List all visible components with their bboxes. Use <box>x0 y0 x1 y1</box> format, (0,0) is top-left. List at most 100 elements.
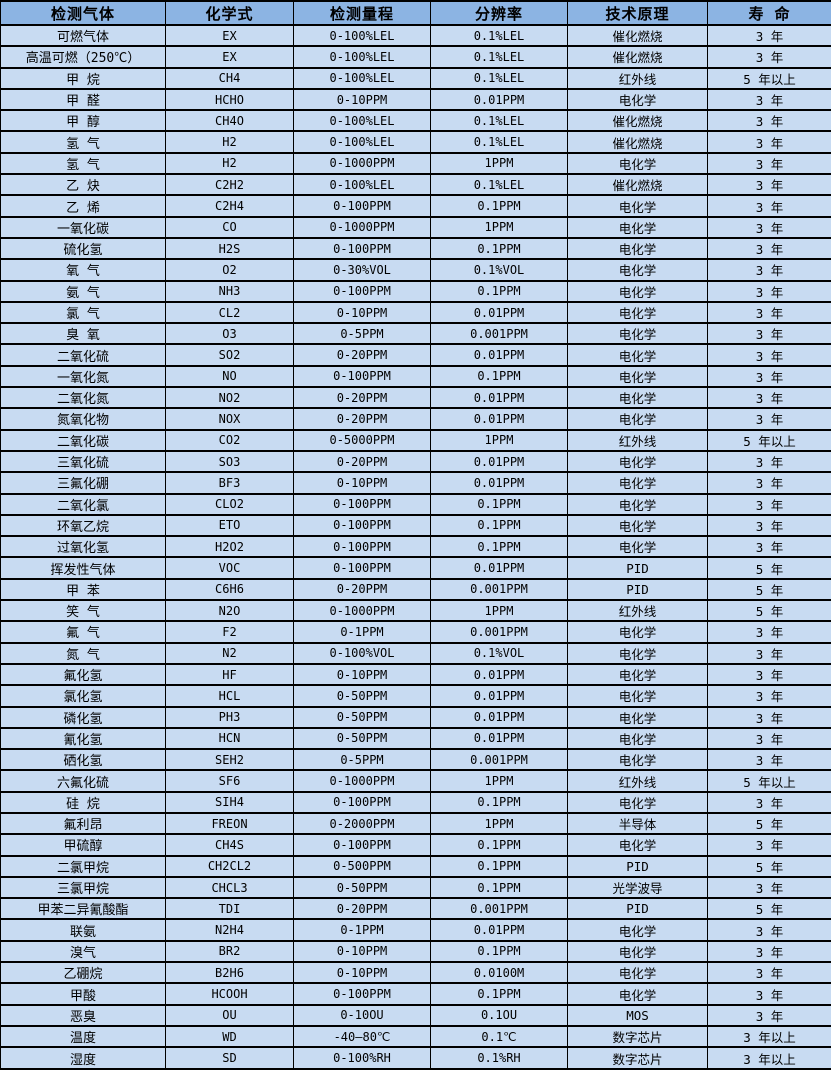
cell-range: 0-20PPM <box>293 449 431 474</box>
cell-lifetime: 3 年 <box>707 45 831 69</box>
cell-resolution: 1PPM <box>430 811 568 836</box>
header-cell-principle: 技术原理 <box>567 0 708 26</box>
cell-lifetime: 5 年 <box>707 854 831 878</box>
table-row: 二氯甲烷 CH2CL2 0-500PPM 0.1PPM PID 5 年 <box>0 854 831 878</box>
cell-gas: 联氨 <box>0 918 166 942</box>
cell-lifetime: 5 年 <box>707 897 831 921</box>
cell-principle: 电化学 <box>567 662 708 687</box>
cell-principle: 催化燃烧 <box>567 45 708 69</box>
table-row: 氟利昂 FREON 0-2000PPM 1PPM 半导体 5 年 <box>0 811 831 836</box>
cell-lifetime: 3 年 <box>707 662 831 687</box>
cell-resolution: 0.1PPM <box>430 492 568 516</box>
cell-gas: 二氧化碳 <box>0 428 166 452</box>
cell-principle: 催化燃烧 <box>567 173 708 197</box>
cell-lifetime: 3 年 <box>707 1003 831 1027</box>
table-row: 甲 醛 HCHO 0-10PPM 0.01PPM 电化学 3 年 <box>0 87 831 112</box>
cell-lifetime: 3 年 <box>707 87 831 112</box>
cell-range: 0-10PPM <box>293 87 431 112</box>
cell-gas: 高温可燃（250℃） <box>0 45 166 69</box>
cell-resolution: 0.1PPM <box>430 854 568 878</box>
cell-principle: PID <box>567 577 708 602</box>
cell-principle: PID <box>567 897 708 921</box>
cell-lifetime: 3 年 <box>707 343 831 367</box>
cell-formula: HCN <box>165 726 294 751</box>
cell-formula: PH3 <box>165 705 294 729</box>
cell-gas: 环氧乙烷 <box>0 513 166 538</box>
cell-gas: 甲 烷 <box>0 66 166 90</box>
cell-gas: 磷化氢 <box>0 705 166 729</box>
cell-range: 0-1PPM <box>293 918 431 942</box>
cell-gas: 氟利昂 <box>0 811 166 836</box>
cell-range: 0-10PPM <box>293 471 431 495</box>
cell-range: 0-1000PPM <box>293 599 431 623</box>
cell-gas: 硫化氢 <box>0 236 166 261</box>
cell-gas: 氢 气 <box>0 151 166 176</box>
cell-resolution: 0.1%LEL <box>430 66 568 90</box>
cell-gas: 恶臭 <box>0 1003 166 1027</box>
cell-principle: 电化学 <box>567 279 708 303</box>
cell-principle: 电化学 <box>567 705 708 729</box>
cell-range: 0-5000PPM <box>293 428 431 452</box>
cell-range: 0-5PPM <box>293 748 431 772</box>
cell-gas: 一氧化碳 <box>0 215 166 239</box>
cell-range: 0-100%RH <box>293 1046 431 1070</box>
cell-gas: 氯 气 <box>0 300 166 325</box>
table-row: 臭 氧 O3 0-5PPM 0.001PPM 电化学 3 年 <box>0 322 831 346</box>
cell-resolution: 0.1PPM <box>430 236 568 261</box>
cell-range: 0-100%VOL <box>293 641 431 665</box>
cell-resolution: 0.01PPM <box>430 343 568 367</box>
cell-gas: 氮 气 <box>0 641 166 665</box>
cell-resolution: 0.1%LEL <box>430 173 568 197</box>
table-row: 三氯甲烷 CHCL3 0-50PPM 0.1PPM 光学波导 3 年 <box>0 875 831 900</box>
table-row: 硫化氢 H2S 0-100PPM 0.1PPM 电化学 3 年 <box>0 236 831 261</box>
cell-formula: H2 <box>165 151 294 176</box>
cell-principle: PID <box>567 556 708 580</box>
cell-formula: C2H4 <box>165 194 294 218</box>
table-row: 甲 苯 C6H6 0-20PPM 0.001PPM PID 5 年 <box>0 577 831 602</box>
table-body: 可燃气体 EX 0-100%LEL 0.1%LEL 催化燃烧 3 年高温可燃（250℃） E… <box>0 23 831 1070</box>
cell-principle: 电化学 <box>567 620 708 644</box>
cell-gas: 温度 <box>0 1024 166 1049</box>
table-row: 氯化氢 HCL 0-50PPM 0.01PPM 电化学 3 年 <box>0 684 831 708</box>
cell-formula: B2H6 <box>165 961 294 985</box>
table-row: 六氟化硫 SF6 0-1000PPM 1PPM 红外线 5 年以上 <box>0 769 831 793</box>
cell-range: 0-1000PPM <box>293 769 431 793</box>
cell-formula: EX <box>165 45 294 69</box>
cell-range: 0-100PPM <box>293 513 431 538</box>
cell-formula: NOX <box>165 407 294 431</box>
cell-principle: 电化学 <box>567 471 708 495</box>
cell-formula: F2 <box>165 620 294 644</box>
cell-lifetime: 5 年 <box>707 811 831 836</box>
cell-resolution: 0.01PPM <box>430 556 568 580</box>
cell-formula: CO2 <box>165 428 294 452</box>
cell-range: 0-100PPM <box>293 236 431 261</box>
cell-principle: 红外线 <box>567 599 708 623</box>
cell-resolution: 0.01PPM <box>430 662 568 687</box>
table-row: 二氧化硫 SO2 0-20PPM 0.01PPM 电化学 3 年 <box>0 343 831 367</box>
cell-gas: 氟 气 <box>0 620 166 644</box>
cell-lifetime: 3 年 <box>707 322 831 346</box>
cell-resolution: 0.1OU <box>430 1003 568 1027</box>
cell-formula: SO2 <box>165 343 294 367</box>
cell-gas: 乙 烯 <box>0 194 166 218</box>
cell-principle: 电化学 <box>567 918 708 942</box>
cell-formula: C2H2 <box>165 173 294 197</box>
cell-formula: HCHO <box>165 87 294 112</box>
cell-range: 0-100%LEL <box>293 45 431 69</box>
table-row: 一氧化氮 NO 0-100PPM 0.1PPM 电化学 3 年 <box>0 364 831 389</box>
table-row: 乙硼烷 B2H6 0-10PPM 0.0100M 电化学 3 年 <box>0 961 831 985</box>
cell-range: 0-30%VOL <box>293 258 431 282</box>
cell-formula: N2 <box>165 641 294 665</box>
cell-lifetime: 3 年 <box>707 236 831 261</box>
table-row: 高温可燃（250℃） EX 0-100%LEL 0.1%LEL 催化燃烧 3 年 <box>0 45 831 69</box>
cell-range: 0-100%LEL <box>293 130 431 154</box>
cell-lifetime: 3 年 <box>707 833 831 857</box>
table-row: 甲酸 HCOOH 0-100PPM 0.1PPM 电化学 3 年 <box>0 982 831 1006</box>
cell-resolution: 0.01PPM <box>430 471 568 495</box>
cell-resolution: 1PPM <box>430 599 568 623</box>
cell-lifetime: 5 年 <box>707 556 831 580</box>
cell-lifetime: 3 年 <box>707 449 831 474</box>
table-row: 二氧化氯 CLO2 0-100PPM 0.1PPM 电化学 3 年 <box>0 492 831 516</box>
cell-formula: SF6 <box>165 769 294 793</box>
cell-gas: 甲硫醇 <box>0 833 166 857</box>
